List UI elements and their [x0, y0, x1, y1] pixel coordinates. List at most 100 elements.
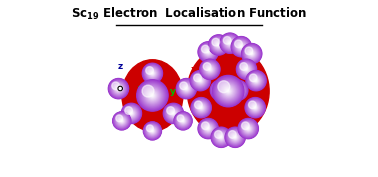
Circle shape [240, 45, 242, 48]
Circle shape [249, 102, 261, 114]
Circle shape [255, 79, 257, 82]
Circle shape [217, 80, 240, 102]
Circle shape [137, 80, 168, 111]
Circle shape [121, 103, 141, 124]
Circle shape [146, 89, 159, 102]
Circle shape [211, 81, 230, 100]
Circle shape [234, 136, 236, 138]
Circle shape [152, 95, 153, 96]
Circle shape [147, 90, 157, 101]
Circle shape [149, 70, 156, 77]
Circle shape [201, 45, 215, 59]
Circle shape [126, 108, 137, 119]
Circle shape [146, 125, 153, 132]
Circle shape [116, 115, 127, 127]
Circle shape [228, 131, 236, 138]
Circle shape [255, 80, 257, 81]
Circle shape [212, 38, 220, 46]
Circle shape [150, 94, 154, 97]
Circle shape [215, 131, 227, 143]
Circle shape [143, 64, 162, 83]
Circle shape [238, 43, 245, 50]
Circle shape [231, 83, 245, 98]
Circle shape [113, 113, 130, 129]
Circle shape [234, 136, 236, 138]
Circle shape [182, 120, 184, 122]
Circle shape [205, 125, 211, 132]
Circle shape [192, 73, 208, 89]
Circle shape [217, 133, 225, 141]
Circle shape [119, 119, 124, 123]
Circle shape [149, 69, 156, 77]
Circle shape [194, 74, 207, 87]
Circle shape [131, 113, 132, 114]
Circle shape [228, 80, 248, 100]
Circle shape [250, 52, 254, 56]
Circle shape [214, 84, 226, 96]
Circle shape [215, 132, 227, 143]
Circle shape [248, 101, 262, 115]
Circle shape [225, 87, 232, 95]
Circle shape [178, 80, 195, 97]
Circle shape [245, 126, 251, 131]
Circle shape [216, 86, 225, 94]
Circle shape [250, 52, 253, 55]
Circle shape [232, 84, 244, 96]
Circle shape [149, 127, 156, 135]
Circle shape [121, 120, 123, 122]
Circle shape [224, 37, 236, 49]
Circle shape [122, 104, 140, 122]
Circle shape [234, 39, 249, 54]
Circle shape [191, 71, 210, 90]
Circle shape [239, 45, 243, 49]
Circle shape [211, 127, 231, 147]
Circle shape [115, 85, 122, 92]
Circle shape [183, 85, 190, 92]
Circle shape [201, 60, 219, 78]
Circle shape [191, 71, 210, 90]
Circle shape [219, 135, 224, 140]
Circle shape [200, 121, 216, 136]
Circle shape [222, 35, 239, 52]
Circle shape [240, 45, 243, 48]
Circle shape [248, 73, 264, 88]
Circle shape [144, 65, 161, 81]
Circle shape [180, 118, 186, 124]
Circle shape [217, 87, 224, 93]
Circle shape [205, 126, 211, 131]
Circle shape [209, 35, 228, 55]
Circle shape [167, 107, 180, 120]
Circle shape [146, 124, 159, 138]
Circle shape [252, 76, 260, 85]
Circle shape [243, 66, 250, 73]
Circle shape [205, 49, 211, 55]
Circle shape [195, 102, 207, 113]
Circle shape [203, 46, 214, 58]
Circle shape [210, 80, 231, 100]
Circle shape [220, 33, 240, 53]
Circle shape [176, 79, 197, 99]
Circle shape [248, 50, 255, 57]
Circle shape [221, 137, 222, 138]
Circle shape [117, 116, 127, 126]
Circle shape [217, 133, 226, 142]
Circle shape [249, 74, 263, 88]
Circle shape [236, 88, 240, 92]
Circle shape [203, 63, 211, 70]
Circle shape [212, 38, 226, 52]
Circle shape [149, 127, 156, 135]
Circle shape [208, 67, 212, 71]
Circle shape [217, 87, 224, 94]
Circle shape [246, 69, 247, 70]
Circle shape [255, 107, 256, 108]
Circle shape [126, 108, 137, 119]
Circle shape [234, 40, 248, 54]
Circle shape [239, 120, 257, 138]
Circle shape [249, 101, 262, 114]
Circle shape [152, 73, 153, 74]
Circle shape [169, 109, 177, 117]
Circle shape [182, 120, 184, 122]
Circle shape [217, 81, 239, 102]
Circle shape [149, 92, 156, 99]
Circle shape [228, 81, 247, 99]
